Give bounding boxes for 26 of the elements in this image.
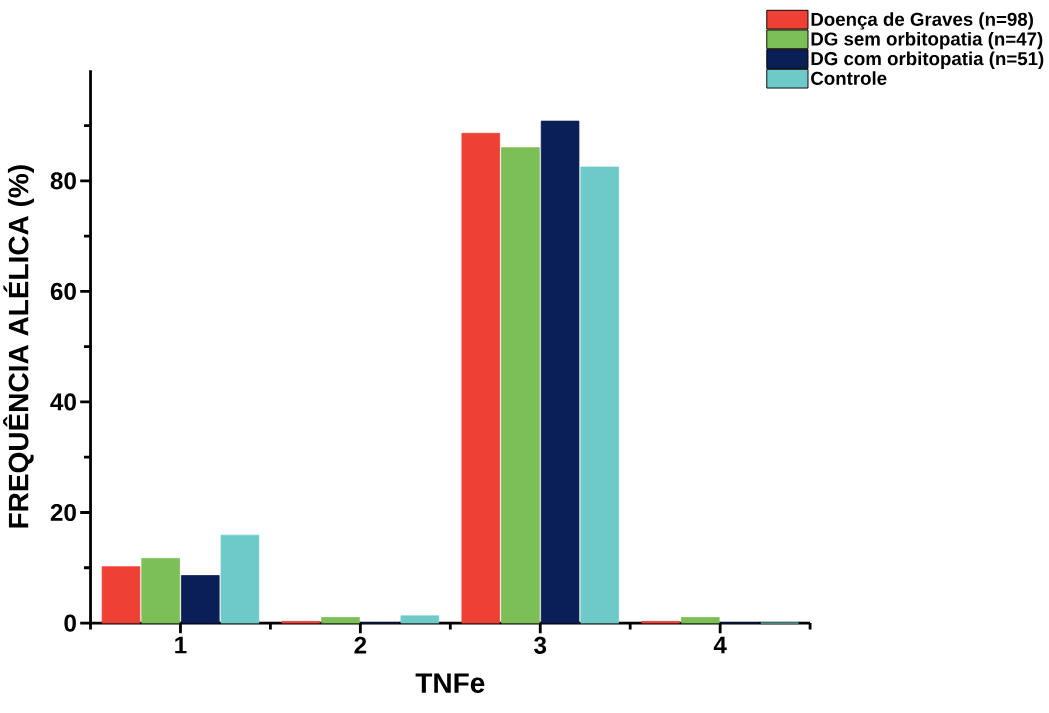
bar (220, 534, 260, 624)
x-tick-label: 2 (354, 636, 367, 654)
y-tick-label: 20 (50, 503, 76, 522)
bar (141, 558, 180, 624)
bar (181, 575, 220, 624)
y-tick-label: 0 (64, 614, 76, 632)
x-tick-label: 4 (713, 636, 727, 654)
legend-label: Doença de Graves (n=98) (811, 12, 1033, 30)
legend-label: Controle (811, 71, 887, 85)
x-tick-label: 1 (175, 636, 187, 654)
x-tick-label: 3 (534, 636, 547, 654)
y-tick-label: 80 (50, 172, 76, 190)
bar (540, 120, 580, 624)
legend-label: DG com orbitopatia (n=51) (811, 51, 1044, 69)
legend-label: DG sem orbitopatia (n=47) (811, 31, 1043, 50)
bar (681, 617, 720, 624)
bar (461, 132, 501, 624)
y-axis-title: FREQUÊNCIA ALÉLICA (%) (3, 165, 35, 528)
y-tick-label: 60 (50, 282, 76, 300)
bar (101, 566, 141, 624)
bar (400, 615, 440, 624)
bar (501, 147, 540, 624)
x-axis-title: TNFe (415, 673, 485, 693)
y-tick-label: 40 (50, 393, 76, 411)
bar (580, 166, 619, 624)
bar (321, 617, 360, 624)
